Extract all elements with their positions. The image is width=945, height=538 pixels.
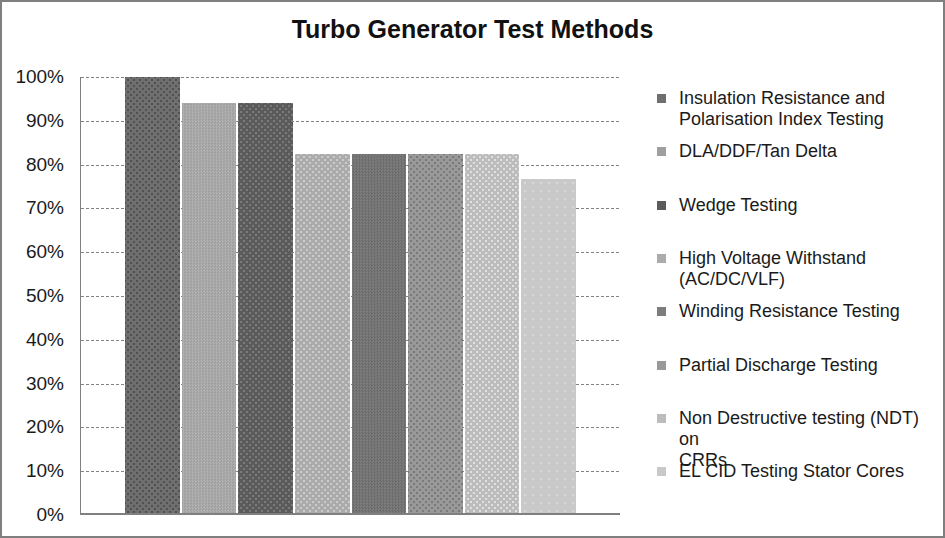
legend-label: Insulation Resistance and Polarisation I… xyxy=(679,88,885,130)
bar xyxy=(408,154,463,513)
y-axis-tick-label: 70% xyxy=(2,198,64,218)
legend-label: Partial Discharge Testing xyxy=(679,355,878,376)
legend-label: Winding Resistance Testing xyxy=(679,301,900,322)
legend-item: DLA/DDF/Tan Delta xyxy=(657,141,929,162)
bar xyxy=(352,154,407,513)
legend-label: Wedge Testing xyxy=(679,195,797,216)
legend-marker-icon xyxy=(657,414,666,423)
legend-marker-icon xyxy=(657,307,666,316)
legend-label: EL CID Testing Stator Cores xyxy=(679,461,904,482)
legend-item: Insulation Resistance and Polarisation I… xyxy=(657,88,929,130)
bar xyxy=(465,154,520,513)
bar xyxy=(238,103,293,513)
legend-marker-icon xyxy=(657,467,666,476)
legend: Insulation Resistance and Polarisation I… xyxy=(657,88,929,508)
legend-marker-icon xyxy=(657,94,666,103)
y-axis-tick-label: 20% xyxy=(2,417,64,437)
legend-marker-icon xyxy=(657,254,666,263)
legend-marker-icon xyxy=(657,147,666,156)
y-axis-tick-label: 60% xyxy=(2,242,64,262)
y-axis-tick-label: 30% xyxy=(2,374,64,394)
chart-canvas: Turbo Generator Test Methods 100% 90% 80% 7… xyxy=(0,0,945,538)
legend-item: Partial Discharge Testing xyxy=(657,355,929,376)
bar xyxy=(295,154,350,513)
plot-area xyxy=(80,77,620,515)
y-axis-tick-label: 90% xyxy=(2,111,64,131)
legend-item: Winding Resistance Testing xyxy=(657,301,929,322)
legend-item: High Voltage Withstand (AC/DC/VLF) xyxy=(657,248,929,290)
y-axis-tick-label: 10% xyxy=(2,461,64,481)
y-axis-tick-label: 0% xyxy=(2,505,64,525)
y-axis-tick-label: 100% xyxy=(2,67,64,87)
y-axis-tick-label: 50% xyxy=(2,286,64,306)
y-axis-tick-label: 40% xyxy=(2,330,64,350)
legend-item: EL CID Testing Stator Cores xyxy=(657,461,929,482)
legend-item: Wedge Testing xyxy=(657,195,929,216)
bar xyxy=(182,103,237,513)
legend-marker-icon xyxy=(657,361,666,370)
bar-group xyxy=(125,77,576,513)
legend-marker-icon xyxy=(657,201,666,210)
bar xyxy=(125,77,180,513)
legend-label: High Voltage Withstand (AC/DC/VLF) xyxy=(679,248,866,290)
y-axis-tick-label: 80% xyxy=(2,155,64,175)
chart-title: Turbo Generator Test Methods xyxy=(2,15,943,44)
bar xyxy=(521,179,576,513)
legend-label: DLA/DDF/Tan Delta xyxy=(679,141,837,162)
